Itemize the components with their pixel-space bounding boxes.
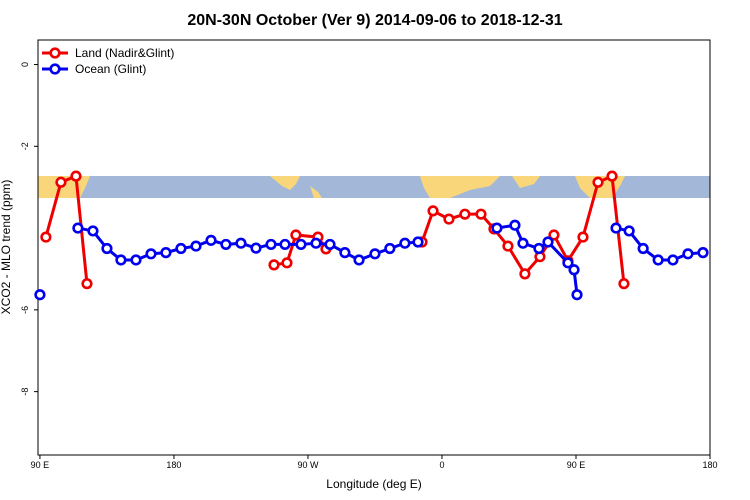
- data-point: [577, 231, 589, 243]
- data-point: [70, 170, 82, 182]
- data-point: [548, 229, 560, 241]
- data-point: [265, 238, 277, 251]
- data-point: [115, 254, 127, 266]
- data-point: [682, 248, 694, 260]
- data-point: [509, 219, 521, 231]
- x-tick-label: 180: [702, 460, 717, 470]
- data-point: [220, 238, 232, 251]
- data-point: [160, 247, 172, 259]
- data-point: [623, 225, 635, 237]
- data-point: [34, 289, 46, 301]
- data-point: [519, 268, 531, 280]
- data-point: [281, 257, 293, 269]
- y-tick-label: 0: [20, 62, 30, 67]
- data-point: [667, 254, 679, 266]
- data-point: [40, 231, 52, 243]
- x-axis-label: Longitude (deg E): [326, 477, 421, 491]
- data-point: [475, 208, 487, 220]
- data-point: [637, 242, 649, 255]
- map-ocean: [38, 176, 710, 198]
- data-point: [310, 237, 322, 249]
- data-point: [72, 222, 84, 234]
- data-point: [353, 254, 365, 266]
- data-point: [101, 242, 113, 255]
- data-point: [399, 237, 411, 249]
- data-point: [568, 264, 580, 276]
- data-point: [517, 237, 529, 249]
- data-point: [190, 240, 202, 252]
- data-point: [339, 247, 351, 259]
- map-land: [512, 176, 540, 188]
- data-point: [250, 242, 262, 254]
- data-point: [592, 176, 604, 188]
- legend-marker: [49, 63, 61, 75]
- data-point: [324, 238, 336, 251]
- data-point: [205, 234, 217, 246]
- data-point: [606, 170, 618, 182]
- x-tick-label: 0: [439, 460, 444, 470]
- data-point: [145, 248, 157, 260]
- data-point: [443, 213, 455, 225]
- data-point: [542, 236, 554, 248]
- x-tick-label: 90 W: [297, 460, 319, 470]
- series-line: [77, 223, 704, 295]
- data-point: [571, 289, 583, 301]
- data-point: [130, 254, 142, 266]
- data-point: [491, 222, 503, 234]
- legend-marker: [49, 47, 61, 59]
- map-land: [420, 176, 500, 198]
- data-point: [290, 229, 302, 241]
- data-point: [384, 242, 396, 255]
- data-point: [610, 222, 622, 234]
- data-point: [87, 225, 99, 237]
- data-point: [295, 238, 307, 251]
- x-tick-label: 90 E: [567, 460, 586, 470]
- data-point: [459, 208, 471, 220]
- y-tick-label: -8: [20, 388, 30, 396]
- data-point: [533, 242, 545, 255]
- data-point: [369, 248, 381, 260]
- data-point: [175, 242, 187, 255]
- data-point: [235, 237, 247, 249]
- data-point: [502, 240, 514, 252]
- y-tick-label: -2: [20, 142, 30, 150]
- data-point: [81, 278, 93, 290]
- y-tick-label: -6: [20, 306, 30, 314]
- data-point: [652, 254, 664, 266]
- legend-label: Ocean (Glint): [75, 62, 146, 76]
- plot-frame: [37, 39, 711, 456]
- data-point: [55, 176, 67, 188]
- data-point: [412, 236, 424, 248]
- data-point: [562, 257, 574, 269]
- data-point: [427, 205, 439, 217]
- legend-label: Land (Nadir&Glint): [75, 46, 174, 60]
- y-axis-label: XCO2 - MLO trend (ppm): [0, 180, 13, 315]
- x-tick-label: 90 E: [31, 460, 50, 470]
- data-point: [268, 259, 280, 271]
- data-point: [697, 247, 709, 259]
- map-land: [270, 176, 300, 190]
- x-tick-label: 180: [166, 460, 181, 470]
- data-point: [279, 238, 291, 251]
- map-land: [310, 186, 322, 198]
- chart-title: 20N-30N October (Ver 9) 2014-09-06 to 20…: [187, 12, 562, 29]
- data-point: [618, 278, 630, 290]
